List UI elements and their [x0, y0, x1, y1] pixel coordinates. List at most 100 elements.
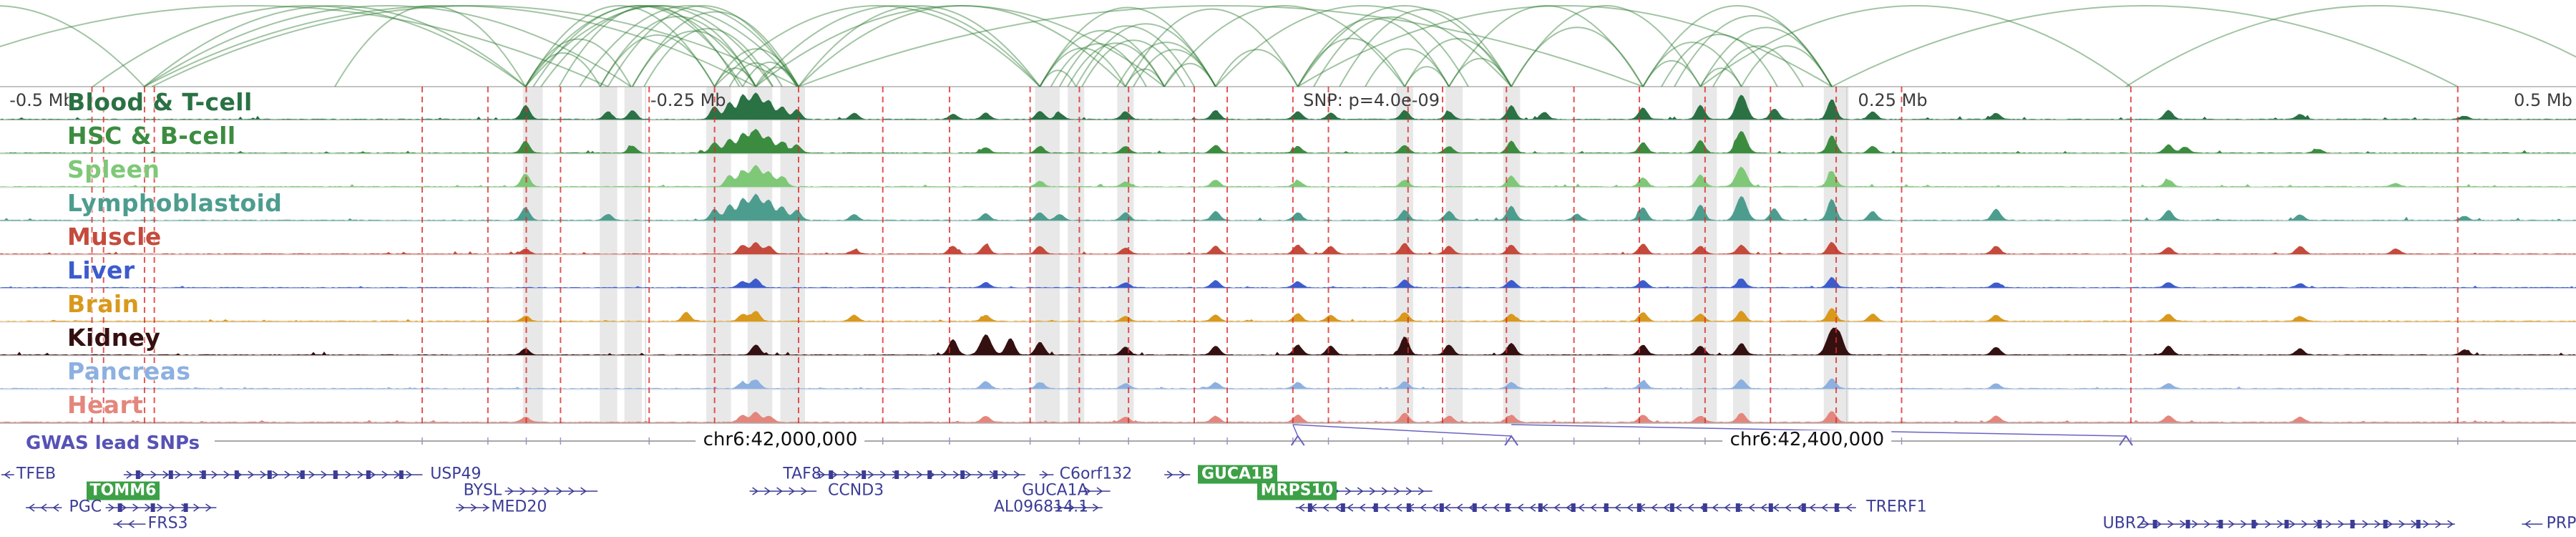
track-signal-liver[interactable]: [0, 276, 2576, 289]
gene-strand-chevron: [1001, 470, 1008, 479]
coord-label-4: 0.5 Mb: [2514, 90, 2572, 110]
gene-strand-chevron: [1383, 503, 1390, 512]
track-signal-brain[interactable]: [0, 308, 2576, 322]
track-label-brain[interactable]: Brain: [67, 290, 140, 318]
interaction-arc: [755, 67, 799, 87]
track-signal-lymphoblastoid[interactable]: [0, 193, 2576, 221]
gene-strand-chevron: [1345, 487, 1352, 495]
gene-strand-chevron: [752, 487, 758, 495]
interaction-arc: [1339, 9, 1512, 87]
track-label-pancreas[interactable]: Pancreas: [67, 357, 191, 385]
gene-exon-box: [2350, 520, 2355, 528]
track-signal-kidney[interactable]: [0, 327, 2576, 356]
gene-exon-box: [183, 503, 188, 512]
gene-strand-chevron: [1797, 503, 1804, 512]
gene-strand-chevron: [1322, 503, 1330, 512]
gene-strand-chevron: [1420, 503, 1427, 512]
gene-label-bysl[interactable]: BYSL: [463, 481, 502, 500]
gene-strand-chevron: [2192, 520, 2198, 528]
track-signal-hsc-b-cell[interactable]: [0, 128, 2576, 154]
interaction-arc: [1831, 5, 2459, 87]
track-signal-heart[interactable]: [0, 411, 2576, 423]
coord-label-1: -0.25 Mb: [650, 90, 726, 110]
interaction-arc: [742, 62, 798, 87]
gene-exon-box: [399, 470, 404, 479]
track-label-lymphoblastoid[interactable]: Lymphoblastoid: [67, 189, 283, 217]
gene-exon-box: [993, 470, 998, 479]
gene-strand-chevron: [169, 503, 175, 512]
gene-strand-chevron: [1663, 503, 1670, 512]
gene-label-usp49[interactable]: USP49: [430, 465, 482, 483]
gene-exon-box: [135, 470, 140, 479]
gene-strand-chevron: [1042, 470, 1048, 479]
gene-strand-chevron: [458, 503, 465, 512]
gene-strand-chevron: [764, 487, 771, 495]
track-label-spleen[interactable]: Spleen: [67, 155, 160, 183]
gene-label-c6orf132[interactable]: C6orf132: [1059, 465, 1133, 483]
interaction-arc: [579, 5, 799, 87]
gene-label-tomm6[interactable]: TOMM6: [86, 481, 160, 500]
gene-strand-chevron: [831, 470, 838, 479]
gene-strand-chevron: [1359, 503, 1366, 512]
gene-label-ubr2[interactable]: UBR2: [2102, 514, 2147, 533]
interaction-arc: [1297, 18, 1450, 87]
interaction-arc: [525, 38, 632, 87]
interaction-arc: [631, 30, 757, 87]
gene-strand-chevron: [952, 470, 960, 479]
gene-exon-box: [2185, 520, 2190, 528]
ruler-coordinate-0: chr6:42,000,000: [696, 430, 865, 449]
interaction-arc: [1067, 42, 1166, 87]
gene-strand-chevron: [2143, 520, 2150, 528]
gene-label-frs3[interactable]: FRS3: [147, 514, 188, 533]
gene-exon-box: [1439, 503, 1444, 512]
gene-strand-chevron: [2155, 520, 2162, 528]
track-signal-pancreas[interactable]: [0, 378, 2576, 390]
gene-label-pgc[interactable]: PGC: [69, 498, 102, 516]
gene-strand-chevron: [1179, 470, 1186, 479]
gene-label-taf8[interactable]: TAF8: [783, 465, 821, 483]
gene-strand-chevron: [284, 470, 291, 479]
gene-exon-box: [1307, 503, 1312, 512]
interaction-arc: [2125, 5, 2576, 87]
gene-label-ccnd3[interactable]: CCND3: [828, 481, 884, 500]
interaction-arc: [1039, 6, 1216, 87]
gene-exon-box: [150, 503, 155, 512]
interaction-arc: [1699, 26, 1833, 87]
gene-strand-chevron: [1675, 503, 1682, 512]
track-label-heart[interactable]: Heart: [67, 391, 144, 419]
gene-strand-chevron: [1381, 487, 1388, 495]
gene-label-guca1a[interactable]: GUCA1A: [1022, 481, 1088, 500]
gene-label-med20[interactable]: MED20: [491, 498, 547, 516]
interaction-arc: [1124, 8, 1299, 87]
gene-label-prph2[interactable]: PRPH2: [2546, 514, 2576, 533]
track-label-kidney[interactable]: Kidney: [67, 324, 161, 352]
interaction-arc: [798, 5, 1126, 87]
gene-strand-chevron: [1785, 503, 1792, 512]
interaction-arc: [728, 62, 783, 87]
gene-label-tfeb[interactable]: TFEB: [16, 465, 57, 483]
track-signal-blood-t-cell[interactable]: [0, 92, 2576, 120]
track-signal-muscle[interactable]: [0, 241, 2576, 255]
gene-label-trerf1[interactable]: TRERF1: [1866, 498, 1927, 516]
gene-exon-box: [267, 470, 272, 479]
track-label-hsc-b-cell[interactable]: HSC & B-cell: [67, 122, 236, 150]
track-signal-spleen[interactable]: [0, 165, 2576, 188]
gene-label-guca1b[interactable]: GUCA1B: [1198, 465, 1278, 484]
gene-strand-chevron: [132, 503, 139, 512]
gene-exon-box: [300, 470, 305, 479]
track-label-liver[interactable]: Liver: [67, 256, 135, 284]
interaction-arc: [92, 5, 526, 87]
gene-strand-chevron: [977, 470, 984, 479]
gene-strand-chevron: [157, 503, 163, 512]
gene-exon-box: [1702, 503, 1707, 512]
track-label-muscle[interactable]: Muscle: [67, 223, 162, 251]
gene-exon-box: [1735, 503, 1740, 512]
interaction-arc: [1511, 26, 1644, 87]
track-label-blood-t-cell[interactable]: Blood & T-cell: [67, 88, 253, 116]
gene-label-al096814-1[interactable]: AL096814.1: [993, 498, 1089, 516]
gene-label-mrps10[interactable]: MRPS10: [1257, 481, 1337, 500]
interaction-arc: [1297, 5, 1512, 87]
interaction-arc: [525, 5, 799, 87]
